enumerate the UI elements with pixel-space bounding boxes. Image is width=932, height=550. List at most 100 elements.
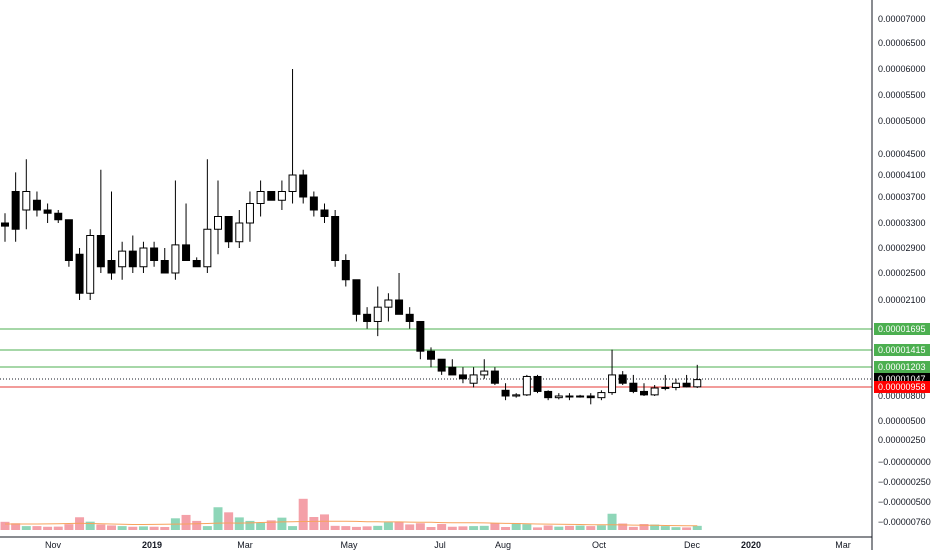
- candle-body: [405, 313, 414, 322]
- candle-body: [671, 382, 680, 388]
- volume-bar: [362, 526, 372, 530]
- candle-body: [395, 299, 404, 315]
- volume-bar: [682, 527, 692, 530]
- candle-body: [650, 387, 659, 396]
- price-tick-label: 0.00005000: [878, 116, 926, 126]
- candle-body: [128, 250, 137, 268]
- time-tick-label: Oct: [592, 540, 607, 550]
- volume-bar: [64, 524, 74, 530]
- time-tick-label: 2019: [142, 540, 162, 550]
- level-badge: [874, 361, 930, 373]
- time-axis[interactable]: Nov 2019 Mar May Jul Aug Oct Dec 2020 Mar: [0, 536, 872, 550]
- candle-body: [64, 219, 73, 261]
- volume-bar: [234, 517, 244, 530]
- volume-bar: [107, 525, 116, 530]
- volume-bar: [43, 526, 53, 530]
- volume-bar: [288, 526, 298, 530]
- price-tick-label: 0.00003300: [878, 218, 926, 228]
- horizontal-levels[interactable]: [0, 328, 872, 388]
- candle-body: [331, 216, 340, 261]
- volume-bar: [309, 517, 319, 530]
- volume-bar: [415, 523, 425, 530]
- candle-body: [299, 174, 308, 198]
- candle-body: [608, 374, 617, 394]
- volume-bar: [639, 524, 649, 530]
- price-tick-label: 0.00002900: [878, 243, 926, 253]
- volume-bar: [117, 526, 127, 530]
- price-tick-label: 0.00000800: [878, 391, 926, 401]
- candle-body: [320, 209, 329, 217]
- candle-body: [512, 394, 521, 397]
- price-axis[interactable]: 0.00007000 0.00006500 0.00006000 0.00005500…: [871, 0, 931, 550]
- candle-body: [309, 196, 318, 211]
- candle-body: [618, 374, 627, 384]
- volume-bar: [447, 526, 457, 530]
- candle-body: [416, 320, 425, 352]
- time-tick-label: Mar: [237, 540, 253, 550]
- volume-bar: [586, 526, 596, 530]
- volume-bar: [479, 525, 489, 530]
- volume-bar: [469, 526, 479, 530]
- candle-body: [693, 379, 702, 388]
- volume-bar: [511, 522, 521, 530]
- candle-body: [22, 191, 31, 211]
- volume-bar: [458, 526, 468, 530]
- volume-bar: [490, 523, 500, 530]
- volume-bars: [0, 498, 702, 530]
- candle-body: [501, 389, 510, 397]
- volume-bar: [149, 526, 159, 530]
- candle-body: [214, 216, 222, 230]
- volume-bar: [671, 527, 681, 530]
- level-price-badges: 0.00001695 0.00001415 0.00001203 0.00001047…: [874, 323, 930, 393]
- level-badge: [874, 323, 930, 335]
- candle-body: [682, 382, 691, 388]
- volume-bar: [351, 526, 361, 530]
- candle-body: [544, 390, 553, 399]
- candle-body: [352, 279, 361, 315]
- candle-body: [96, 235, 105, 268]
- candle-body: [277, 191, 286, 201]
- candle-body: [363, 313, 372, 322]
- price-tick-label: 0.00006000: [878, 64, 926, 74]
- candle-body: [75, 253, 84, 294]
- candle-body: [54, 212, 63, 221]
- candle-body: [437, 358, 446, 372]
- candle-body: [171, 244, 180, 274]
- volume-bar: [692, 525, 702, 530]
- candle-body: [192, 260, 201, 268]
- volume-bar: [85, 521, 95, 530]
- price-tick-label: 0.00005500: [878, 90, 926, 100]
- volume-bar: [160, 527, 170, 530]
- candle-body: [182, 244, 191, 261]
- volume-bar: [405, 524, 415, 530]
- price-tick-label: 0.00004500: [878, 149, 926, 159]
- volume-bar: [202, 526, 212, 530]
- candle-body: [267, 191, 276, 201]
- volume-bar: [245, 520, 255, 530]
- candle-body: [86, 235, 95, 294]
- candle-body: [160, 260, 169, 274]
- volume-bar: [320, 514, 329, 530]
- volume-bar: [53, 526, 63, 530]
- volume-bar: [564, 525, 574, 530]
- price-tick-label: 0.00004100: [878, 170, 926, 180]
- candle-body: [107, 260, 116, 274]
- candle-body: [576, 395, 585, 398]
- price-tick-label: 0.00003700: [878, 192, 926, 202]
- price-tick-label: 0.00002100: [878, 295, 926, 305]
- volume-bar: [192, 520, 202, 530]
- price-tick-label: −0.00000500: [878, 497, 931, 507]
- candle-body: [448, 366, 457, 376]
- candle-body: [118, 250, 127, 268]
- volume-bar: [554, 526, 564, 530]
- candle-body: [640, 390, 648, 396]
- candle-body: [341, 260, 350, 281]
- price-tick-label: 0.00006500: [878, 38, 926, 48]
- candle-body: [245, 203, 254, 224]
- candle-body: [373, 306, 382, 322]
- candle-body: [384, 299, 393, 308]
- volume-bar: [341, 526, 351, 530]
- time-tick-label: Dec: [684, 540, 701, 550]
- candle-body: [533, 375, 542, 392]
